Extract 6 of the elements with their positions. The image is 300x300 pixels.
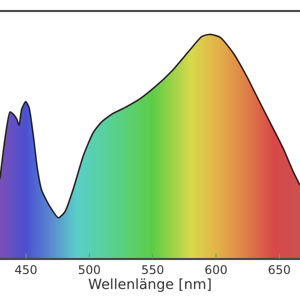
x-tick-label: 600 bbox=[204, 263, 228, 278]
x-tick-label: 550 bbox=[141, 263, 164, 278]
x-tick-label: 500 bbox=[78, 263, 101, 278]
x-tick-label: 450 bbox=[14, 263, 38, 278]
x-tick-label: 650 bbox=[268, 263, 291, 278]
x-axis-title: Wellenlänge [nm] bbox=[88, 277, 212, 294]
